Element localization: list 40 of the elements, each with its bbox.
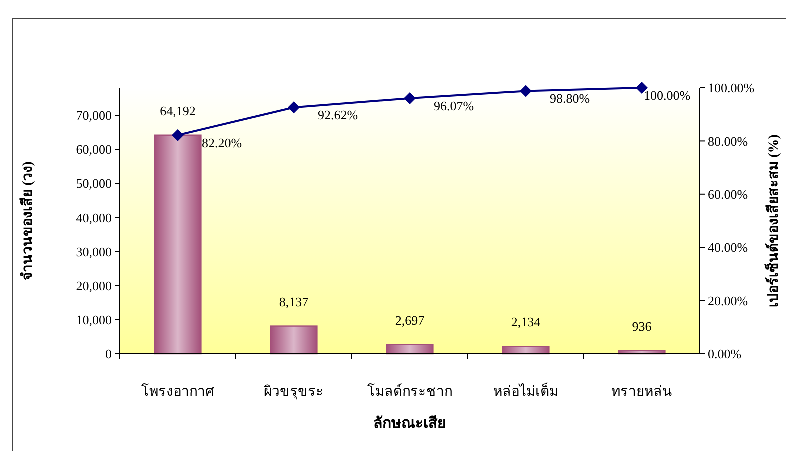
y-tick-label: 60,000 [76, 142, 112, 158]
x-tick-label: ผิวขรุขระ [264, 385, 324, 400]
point [172, 129, 184, 142]
y2-axis-title: เปอร์เซ็นต์ของเสียสะสม (%) [764, 134, 782, 308]
y-tick-label: 10,000 [76, 312, 112, 328]
data-label: 8,137 [279, 294, 310, 310]
data-label: 2,134 [511, 314, 542, 330]
x-tick-label: หล่อไม่เต็ม [494, 382, 558, 400]
data-label: 98.80% [550, 91, 590, 106]
x-tick-label: โพรงอากาศ [142, 383, 214, 400]
y-tick-label: 70,000 [76, 108, 112, 124]
bar [386, 344, 434, 355]
bar [270, 326, 318, 355]
data-label: 82.20% [202, 135, 242, 150]
bar [502, 346, 550, 355]
data-label: 64,192 [160, 103, 196, 118]
y2-tick-label: 0.00% [708, 346, 742, 362]
point [288, 102, 300, 114]
x-tick-label: โมลด์กระชาก [368, 383, 452, 400]
y-axis-title: จำนวนของเสีย (วง) [20, 161, 36, 280]
y-tick-label: 50,000 [76, 176, 112, 192]
y-tick-label: 20,000 [76, 278, 112, 294]
y2-tick-label: 80.00% [708, 134, 748, 149]
data-label: 100.00% [644, 88, 691, 103]
point [404, 92, 416, 104]
y-tick-label: 40,000 [76, 210, 112, 226]
data-label: 92.62% [318, 108, 358, 123]
y2-tick-label: 100.00% [708, 80, 755, 96]
y-tick-label: 0 [106, 346, 112, 362]
y2-tick-label: 20.00% [708, 293, 748, 308]
data-label: 2,697 [395, 312, 426, 328]
y2-tick-label: 60.00% [708, 186, 748, 202]
x-tick-label: ทรายหล่น [612, 385, 672, 400]
y2-tick-label: 40.00% [708, 240, 748, 256]
data-label: 96.07% [434, 98, 474, 114]
x-axis-title: ลักษณะเสีย [374, 415, 446, 432]
bar [154, 134, 202, 355]
data-label: 936 [632, 318, 652, 334]
point [520, 85, 532, 98]
y-tick-label: 30,000 [76, 244, 112, 260]
